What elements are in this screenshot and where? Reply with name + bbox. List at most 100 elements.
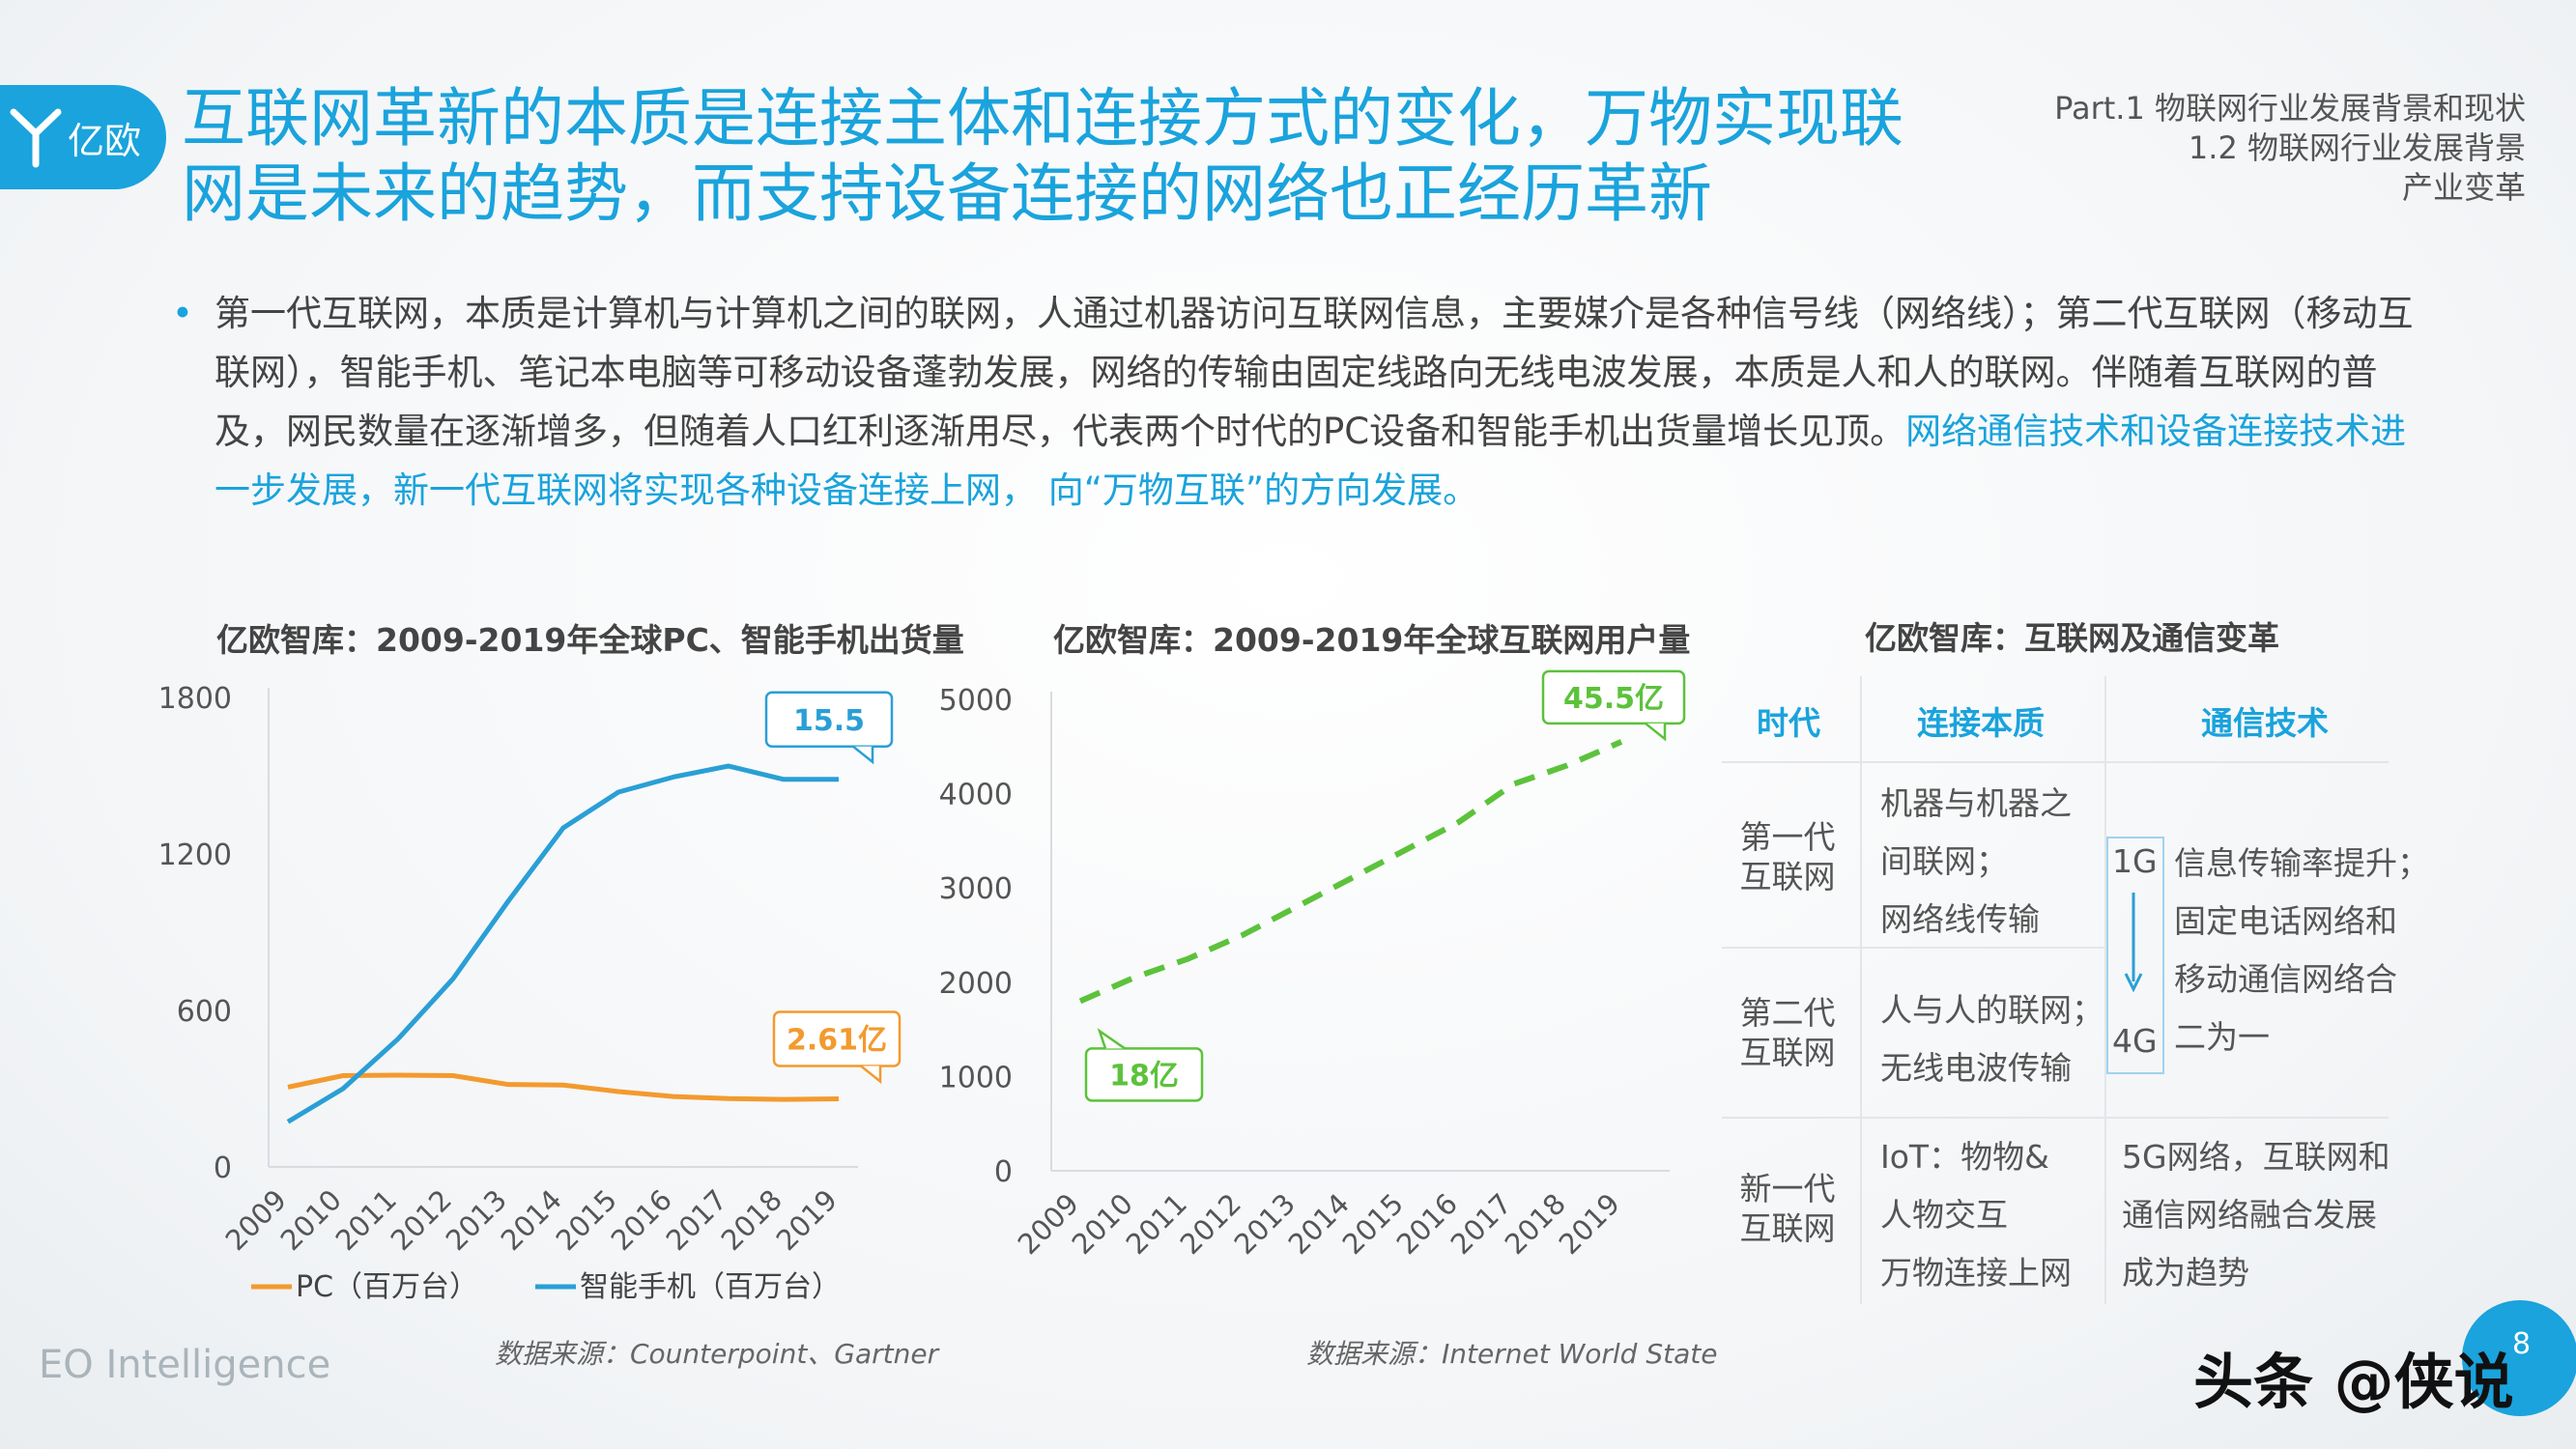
tech-line: 5G网络，互联网和 (2122, 1138, 2390, 1176)
watermark: 头条 @侠说 (2193, 1347, 2514, 1417)
title-line-1: 互联网革新的本质是连接主体和连接方式的变化，万物实现联 (182, 81, 1903, 156)
x-tick-label: 2010 (274, 1183, 348, 1257)
pc-end-label: 2.61亿 (787, 1024, 887, 1058)
essence-line: 间联网； (1880, 842, 2008, 880)
tech-line: 通信网络融合发展 (2122, 1196, 2377, 1234)
gen-1g-label: 1G (2112, 842, 2158, 880)
chart-2-source: 数据来源：Internet World State (1306, 1338, 1718, 1370)
table-divider (1722, 761, 2389, 763)
table-title: 亿欧智库：互联网及通信变革 (1865, 619, 2279, 657)
x-tick-label: 2010 (1066, 1187, 1139, 1261)
era-line: 互联网 (1739, 1209, 1836, 1247)
table-row-1-era: 第一代 互联网 (1720, 817, 1855, 896)
table-row-2-essence: 人与人的联网； 无线电波传输 (1880, 981, 2104, 1097)
x-tick-label: 2011 (329, 1183, 403, 1257)
era-line: 新一代 (1739, 1170, 1836, 1208)
x-tick-label: 2013 (440, 1183, 513, 1257)
down-arrow-icon (2124, 893, 2143, 993)
breadcrumb-section: 1.2 物联网行业发展背景 (2188, 129, 2526, 166)
page-title: 互联网革新的本质是连接主体和连接方式的变化，万物实现联 网是未来的趋势，而支持设… (182, 81, 2018, 232)
essence-line: 人物交互 (1880, 1196, 2008, 1234)
table-shared-tech: 信息传输率提升； 固定电话网络和 移动通信网络合 二为一 (2174, 835, 2429, 1066)
era-line: 互联网 (1739, 858, 1836, 895)
x-tick-label: 2009 (219, 1183, 293, 1257)
table-row-3-tech: 5G网络，互联网和 通信网络融合发展 成为趋势 (2122, 1128, 2390, 1302)
x-tick-label: 2015 (1336, 1187, 1410, 1261)
x-tick-label: 2013 (1228, 1187, 1302, 1261)
x-tick-label: 2011 (1120, 1187, 1193, 1261)
era-line: 第一代 (1739, 818, 1836, 856)
tech-line: 固定电话网络和 (2174, 902, 2397, 940)
x-tick-label: 2012 (385, 1183, 458, 1257)
table-row-3-era: 新一代 互联网 (1720, 1169, 1855, 1248)
y-tick-label: 4000 (939, 779, 1013, 812)
title-line-2: 网是未来的趋势，而支持设备连接的网络也正经历革新 (182, 156, 1712, 231)
table-divider (1722, 1117, 2389, 1119)
brand-logo: 亿欧 (0, 85, 166, 189)
y-tick-label: 5000 (939, 684, 1013, 718)
essence-line: 无线电波传输 (1880, 1049, 2072, 1087)
users-end-label-box (1541, 669, 1686, 725)
chart-2-users: 0100020003000400050002009201020112012201… (939, 669, 1686, 1261)
users-end-label: 45.5亿 (1563, 682, 1664, 716)
footer-brand: EO Intelligence (39, 1343, 331, 1387)
y-tick-label: 1000 (939, 1061, 1013, 1094)
y-tick-label: 600 (177, 995, 232, 1029)
smartphone-end-label-box (764, 691, 894, 749)
y-tick-label: 2000 (939, 967, 1013, 1001)
essence-line: 网络线传输 (1880, 900, 2040, 938)
legend-label-smartphone: 智能手机（百万台） (580, 1270, 841, 1304)
users-start-label-box (1084, 1047, 1204, 1102)
smartphone-series-line (286, 763, 839, 1124)
tech-line: 成为趋势 (2122, 1254, 2249, 1292)
table-column-divider (2104, 676, 2106, 1304)
legend-label-pc: PC（百万台） (296, 1270, 478, 1304)
x-tick-label: 2019 (770, 1183, 844, 1257)
x-tick-label: 2018 (715, 1183, 788, 1257)
x-tick-label: 2016 (1390, 1187, 1464, 1261)
table-column-divider (1860, 676, 1862, 1304)
users-start-label: 18亿 (1109, 1059, 1179, 1093)
era-line: 第二代 (1739, 994, 1836, 1032)
table-row-2-era: 第二代 互联网 (1720, 993, 1855, 1072)
pc-end-label-tail (860, 1065, 882, 1085)
x-tick-label: 2019 (1553, 1187, 1626, 1261)
essence-line: 人与人的联网； (1880, 991, 2104, 1029)
bullet-text: 第一代互联网，本质是计算机与计算机之间的联网，人通过机器访问互联网信息，主要媒介… (176, 284, 2427, 520)
pc-end-label-box (772, 1010, 902, 1067)
bullet-paragraph: • 第一代互联网，本质是计算机与计算机之间的联网，人通过机器访问互联网信息，主要… (172, 284, 2427, 520)
chart-1-title: 亿欧智库：2009-2019年全球PC、智能手机出货量 (216, 621, 964, 659)
table-row-1-essence: 机器与机器之 间联网； 网络线传输 (1880, 775, 2072, 949)
gen-4g-label: 4G (2112, 1022, 2158, 1060)
x-tick-label: 2014 (1282, 1187, 1356, 1261)
tech-line: 信息传输率提升； (2174, 844, 2429, 882)
tech-line: 移动通信网络合 (2174, 960, 2397, 998)
page-number: 8 (2512, 1327, 2532, 1361)
smartphone-end-label-tail (852, 745, 874, 765)
y-tick-label: 1200 (158, 838, 232, 872)
logo-text: 亿欧 (68, 119, 142, 162)
x-tick-label: 2017 (660, 1183, 733, 1257)
table-header-tech: 通信技术 (2201, 704, 2329, 742)
chart-1-shipments: 0 600 1200 1800 2009201020112012201320142015… (158, 682, 902, 1304)
page-number-badge (2462, 1300, 2576, 1416)
users-start-label-tail (1097, 1028, 1126, 1050)
generation-box (2106, 837, 2164, 1074)
tech-line: 二为一 (2174, 1018, 2270, 1056)
x-tick-label: 2015 (550, 1183, 623, 1257)
pc-series-line (287, 1072, 840, 1102)
x-tick-label: 2014 (495, 1183, 568, 1257)
x-tick-label: 2009 (1012, 1187, 1085, 1261)
yiou-logo-icon (10, 108, 62, 168)
table-header-era: 时代 (1757, 704, 1820, 742)
x-tick-label: 2017 (1445, 1187, 1518, 1261)
essence-line: 机器与机器之 (1880, 784, 2072, 822)
x-tick-label: 2016 (605, 1183, 678, 1257)
breadcrumb-topic: 产业变革 (2401, 169, 2526, 206)
bullet-text-highlight: 网络通信技术和设备连接技术进一步发展，新一代互联网将实现各种设备连接上网， 向“… (215, 411, 2407, 511)
section-breadcrumb: Part.1 物联网行业发展背景和现状 1.2 物联网行业发展背景 产业变革 (2054, 89, 2526, 208)
smartphone-end-label: 15.5 (793, 704, 865, 738)
chart-2-title: 亿欧智库：2009-2019年全球互联网用户量 (1053, 621, 1691, 659)
users-end-label-tail (1645, 722, 1667, 742)
